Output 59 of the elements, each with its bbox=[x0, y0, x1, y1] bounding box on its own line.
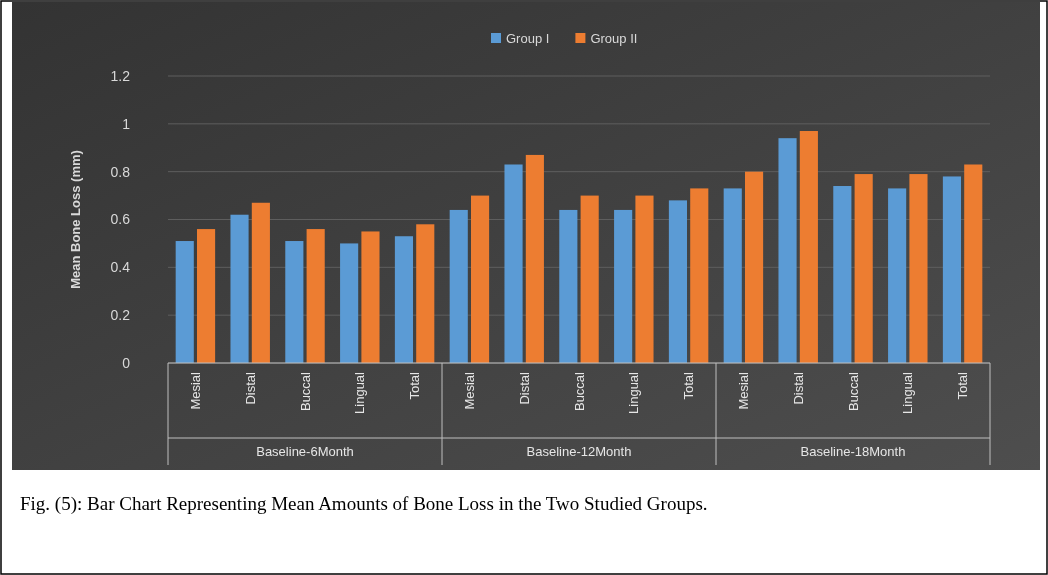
y-tick-label: 0.4 bbox=[110, 259, 131, 276]
x-tick-label: Mesial bbox=[735, 371, 751, 410]
x-tick-label: Distal bbox=[516, 371, 532, 405]
legend-label: Group I bbox=[506, 30, 550, 46]
bar bbox=[854, 174, 873, 363]
x-tick-label: Lingual bbox=[626, 371, 642, 414]
bar bbox=[580, 195, 599, 363]
bar bbox=[668, 200, 687, 363]
bar bbox=[285, 241, 304, 363]
bar bbox=[525, 154, 544, 363]
bar bbox=[778, 138, 797, 363]
y-tick-label: 0.8 bbox=[110, 163, 131, 180]
bar bbox=[340, 243, 359, 363]
bar bbox=[690, 188, 709, 363]
bar bbox=[635, 195, 654, 363]
x-tick-label: Total bbox=[407, 371, 423, 400]
x-tick-label: Lingual bbox=[352, 371, 368, 414]
y-tick-label: 0.6 bbox=[110, 211, 131, 228]
x-tick-label: Buccal bbox=[297, 371, 313, 412]
x-tick-label: Lingual bbox=[900, 371, 916, 414]
text: Baseline-12Month bbox=[526, 444, 632, 459]
x-tick-label: Buccal bbox=[845, 371, 861, 412]
bar bbox=[909, 174, 928, 363]
x-tick-label: Buccal bbox=[571, 371, 587, 412]
y-tick-label: 1.2 bbox=[110, 67, 131, 84]
y-tick-label: 0.2 bbox=[110, 307, 131, 324]
bar bbox=[361, 231, 380, 363]
x-tick-label: Distal bbox=[790, 371, 806, 405]
bar bbox=[799, 131, 818, 363]
text: Baseline-18Month bbox=[800, 444, 906, 459]
bar bbox=[833, 186, 852, 363]
bar bbox=[416, 224, 435, 363]
bar bbox=[230, 214, 249, 363]
x-tick-label: Mesial bbox=[187, 371, 203, 410]
bar bbox=[197, 229, 216, 363]
y-axis-title: Mean Bone Loss (mm) bbox=[68, 150, 83, 289]
bar bbox=[175, 241, 194, 363]
x-tick-label: Mesial bbox=[461, 371, 477, 410]
bar bbox=[559, 209, 578, 363]
bar bbox=[504, 164, 523, 363]
bar bbox=[964, 164, 983, 363]
bar bbox=[251, 202, 270, 363]
y-tick-label: 1 bbox=[122, 115, 131, 132]
bar bbox=[614, 209, 633, 363]
bar bbox=[471, 195, 490, 363]
text: Baseline-6Month bbox=[256, 444, 354, 459]
bar bbox=[449, 209, 468, 363]
x-tick-label: Distal bbox=[242, 371, 258, 405]
text: Fig. (5): Bar Chart Representing Mean Amounts of Bone Loss in the Two Studied Groups. bbox=[20, 493, 708, 515]
bar bbox=[745, 171, 764, 363]
legend-label: Group II bbox=[590, 30, 638, 46]
bar bbox=[306, 229, 325, 363]
bar bbox=[942, 176, 961, 363]
bar bbox=[723, 188, 742, 363]
bar bbox=[888, 188, 907, 363]
bar bbox=[394, 236, 413, 363]
x-tick-label: Total bbox=[681, 371, 697, 400]
x-tick-label: Total bbox=[955, 371, 971, 400]
y-tick-label: 0 bbox=[122, 354, 131, 371]
